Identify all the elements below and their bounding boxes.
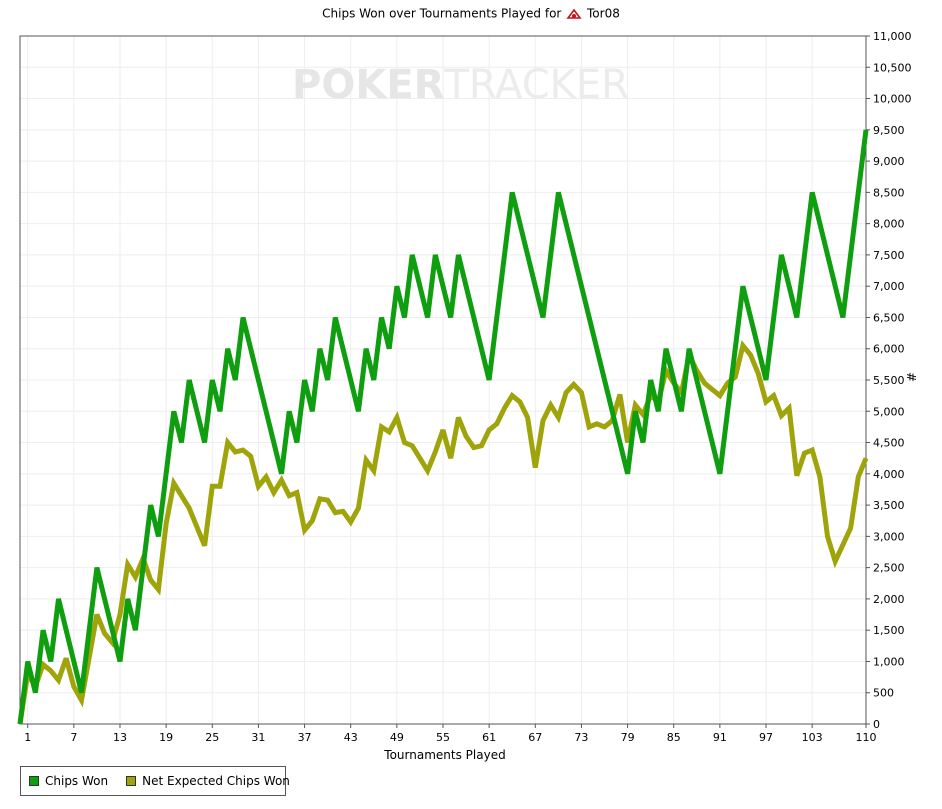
x-tick-label: 31 <box>251 731 265 744</box>
chart-title-text: Chips Won over Tournaments Played for <box>322 6 562 21</box>
y-tick-label: 8,000 <box>873 218 905 231</box>
y-tick-label: 4,000 <box>873 468 905 481</box>
x-tick-label: 73 <box>574 731 588 744</box>
y-tick-label: 9,000 <box>873 155 905 168</box>
x-tick-label: 49 <box>390 731 404 744</box>
y-tick-label: 500 <box>873 687 894 700</box>
x-axis-ticks: 1 7 13 19 25 31 37 43 49 55 61 67 73 79 85 91 97 103 110 <box>24 724 877 744</box>
y-tick-label: 2,500 <box>873 562 905 575</box>
y-tick-label: 9,500 <box>873 124 905 137</box>
y-tick-label: 7,500 <box>873 249 905 262</box>
x-tick-label: 97 <box>759 731 773 744</box>
x-tick-label: 91 <box>713 731 727 744</box>
x-tick-label: 7 <box>70 731 77 744</box>
x-tick-label: 37 <box>298 731 312 744</box>
x-tick-label: 85 <box>667 731 681 744</box>
player-site-icon <box>566 8 582 19</box>
x-tick-label: 67 <box>528 731 542 744</box>
grid-lines <box>20 35 867 725</box>
y-tick-label: 8,500 <box>873 186 905 199</box>
y-axis-label: # <box>904 372 918 383</box>
x-tick-label: 55 <box>436 731 450 744</box>
y-tick-label: 3,000 <box>873 530 905 543</box>
legend-label-net-expected: Net Expected Chips Won <box>142 774 290 788</box>
y-tick-label: 6,500 <box>873 311 905 324</box>
legend-label-chips-won: Chips Won <box>45 774 109 788</box>
chart-legend: Chips Won Net Expected Chips Won <box>20 766 290 796</box>
x-tick-label: 43 <box>344 731 358 744</box>
y-tick-label: 7,000 <box>873 280 905 293</box>
series-lines <box>17 129 869 725</box>
y-tick-label: 2,000 <box>873 593 905 606</box>
x-tick-label: 13 <box>113 731 127 744</box>
legend-item-chips-won: Chips Won <box>29 774 108 788</box>
x-tick-label: 103 <box>802 731 823 744</box>
x-tick-label: 79 <box>621 731 635 744</box>
y-tick-label: 5,000 <box>873 405 905 418</box>
legend-swatch-net-expected <box>126 776 137 786</box>
legend-swatch-chips-won <box>29 776 39 786</box>
y-tick-label: 6,000 <box>873 343 905 356</box>
y-tick-label: 0 <box>873 718 880 731</box>
y-tick-label: 10,500 <box>873 61 912 74</box>
legend-item-net-expected: Net Expected Chips Won <box>126 774 290 788</box>
y-tick-label: 1,000 <box>873 655 905 668</box>
series-line-net-expected <box>17 340 869 725</box>
x-tick-label: 110 <box>856 731 877 744</box>
y-tick-label: 4,500 <box>873 437 905 450</box>
y-tick-label: 5,500 <box>873 374 905 387</box>
y-tick-label: 11,000 <box>873 30 912 43</box>
y-tick-label: 3,500 <box>873 499 905 512</box>
x-tick-label: 1 <box>24 731 31 744</box>
y-axis-ticks: 0 500 1,000 1,500 2,000 2,500 3,000 3,500 4,000 4… <box>866 30 912 731</box>
x-tick-label: 19 <box>159 731 173 744</box>
pokertracker-watermark: POKERTRACKER <box>292 62 629 108</box>
x-tick-label: 25 <box>205 731 219 744</box>
chart-title: Chips Won over Tournaments Played for To… <box>0 6 942 21</box>
y-tick-label: 10,000 <box>873 93 912 106</box>
player-name: Tor08 <box>587 6 620 21</box>
x-axis-label: Tournaments Played <box>384 748 506 762</box>
series-line-chips-won <box>17 129 869 725</box>
y-tick-label: 1,500 <box>873 624 905 637</box>
x-tick-label: 61 <box>482 731 496 744</box>
